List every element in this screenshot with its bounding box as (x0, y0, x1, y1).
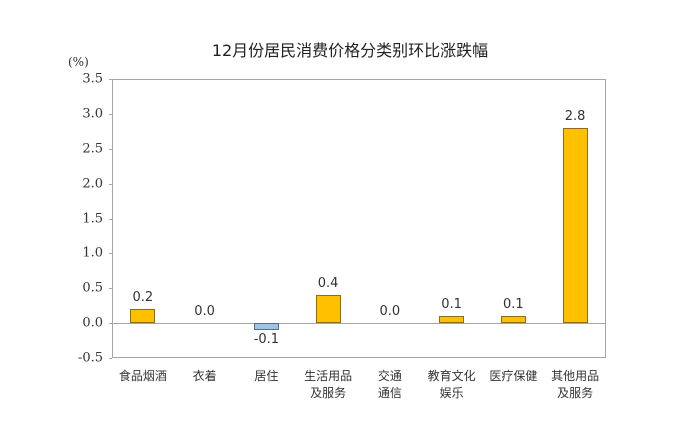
x-category-label: 食品烟酒 (118, 369, 167, 383)
y-tick-label: 2.0 (82, 176, 103, 192)
zero-baseline (112, 323, 606, 324)
plot-area (112, 79, 606, 358)
bar-value-label: -0.1 (253, 332, 280, 348)
y-tick-mark (109, 219, 112, 220)
y-tick-label: 3.5 (82, 71, 103, 87)
y-tick-label: 0.5 (82, 280, 103, 296)
bar (315, 295, 341, 324)
bar-value-label: 0.0 (379, 304, 401, 320)
y-tick-mark (109, 358, 112, 359)
y-axis-unit: (%) (68, 55, 89, 69)
x-category-label: 教育文化 娱乐 (427, 369, 476, 400)
x-category-label: 其他用品 及服务 (551, 369, 600, 400)
bar-value-label: 0.1 (503, 297, 524, 313)
y-tick-label: 1.0 (82, 245, 103, 261)
x-category-label: 医疗保健 (489, 369, 538, 383)
x-category-label: 衣着 (192, 369, 217, 383)
y-tick-label: 2.5 (82, 141, 103, 157)
y-tick-mark (109, 288, 112, 289)
x-category-label: 交通 通信 (377, 369, 402, 400)
y-tick-mark (109, 149, 112, 150)
bar-value-label: 0.4 (317, 276, 339, 292)
bar-value-label: 0.2 (132, 290, 154, 306)
y-tick-label: 3.0 (82, 106, 103, 122)
chart-title: 12月份居民消费价格分类别环比涨跌幅 (211, 41, 489, 60)
bar-value-label: 0.0 (194, 304, 215, 320)
bar (253, 323, 279, 331)
y-tick-mark (109, 114, 112, 115)
y-tick-mark (109, 323, 112, 324)
bar (500, 316, 526, 324)
y-tick-mark (109, 79, 112, 80)
bar (562, 127, 588, 324)
y-tick-label: 0.0 (82, 315, 103, 331)
x-category-label: 生活用品 及服务 (304, 369, 353, 400)
y-tick-mark (109, 184, 112, 185)
bar-value-label: 2.8 (564, 108, 586, 124)
x-category-label: 居住 (254, 369, 279, 383)
bar-value-label: 0.1 (441, 297, 462, 313)
y-tick-mark (109, 253, 112, 254)
y-tick-label: -0.5 (77, 350, 103, 366)
bar (130, 309, 156, 324)
bar (439, 316, 465, 324)
y-tick-label: 1.5 (82, 211, 103, 226)
